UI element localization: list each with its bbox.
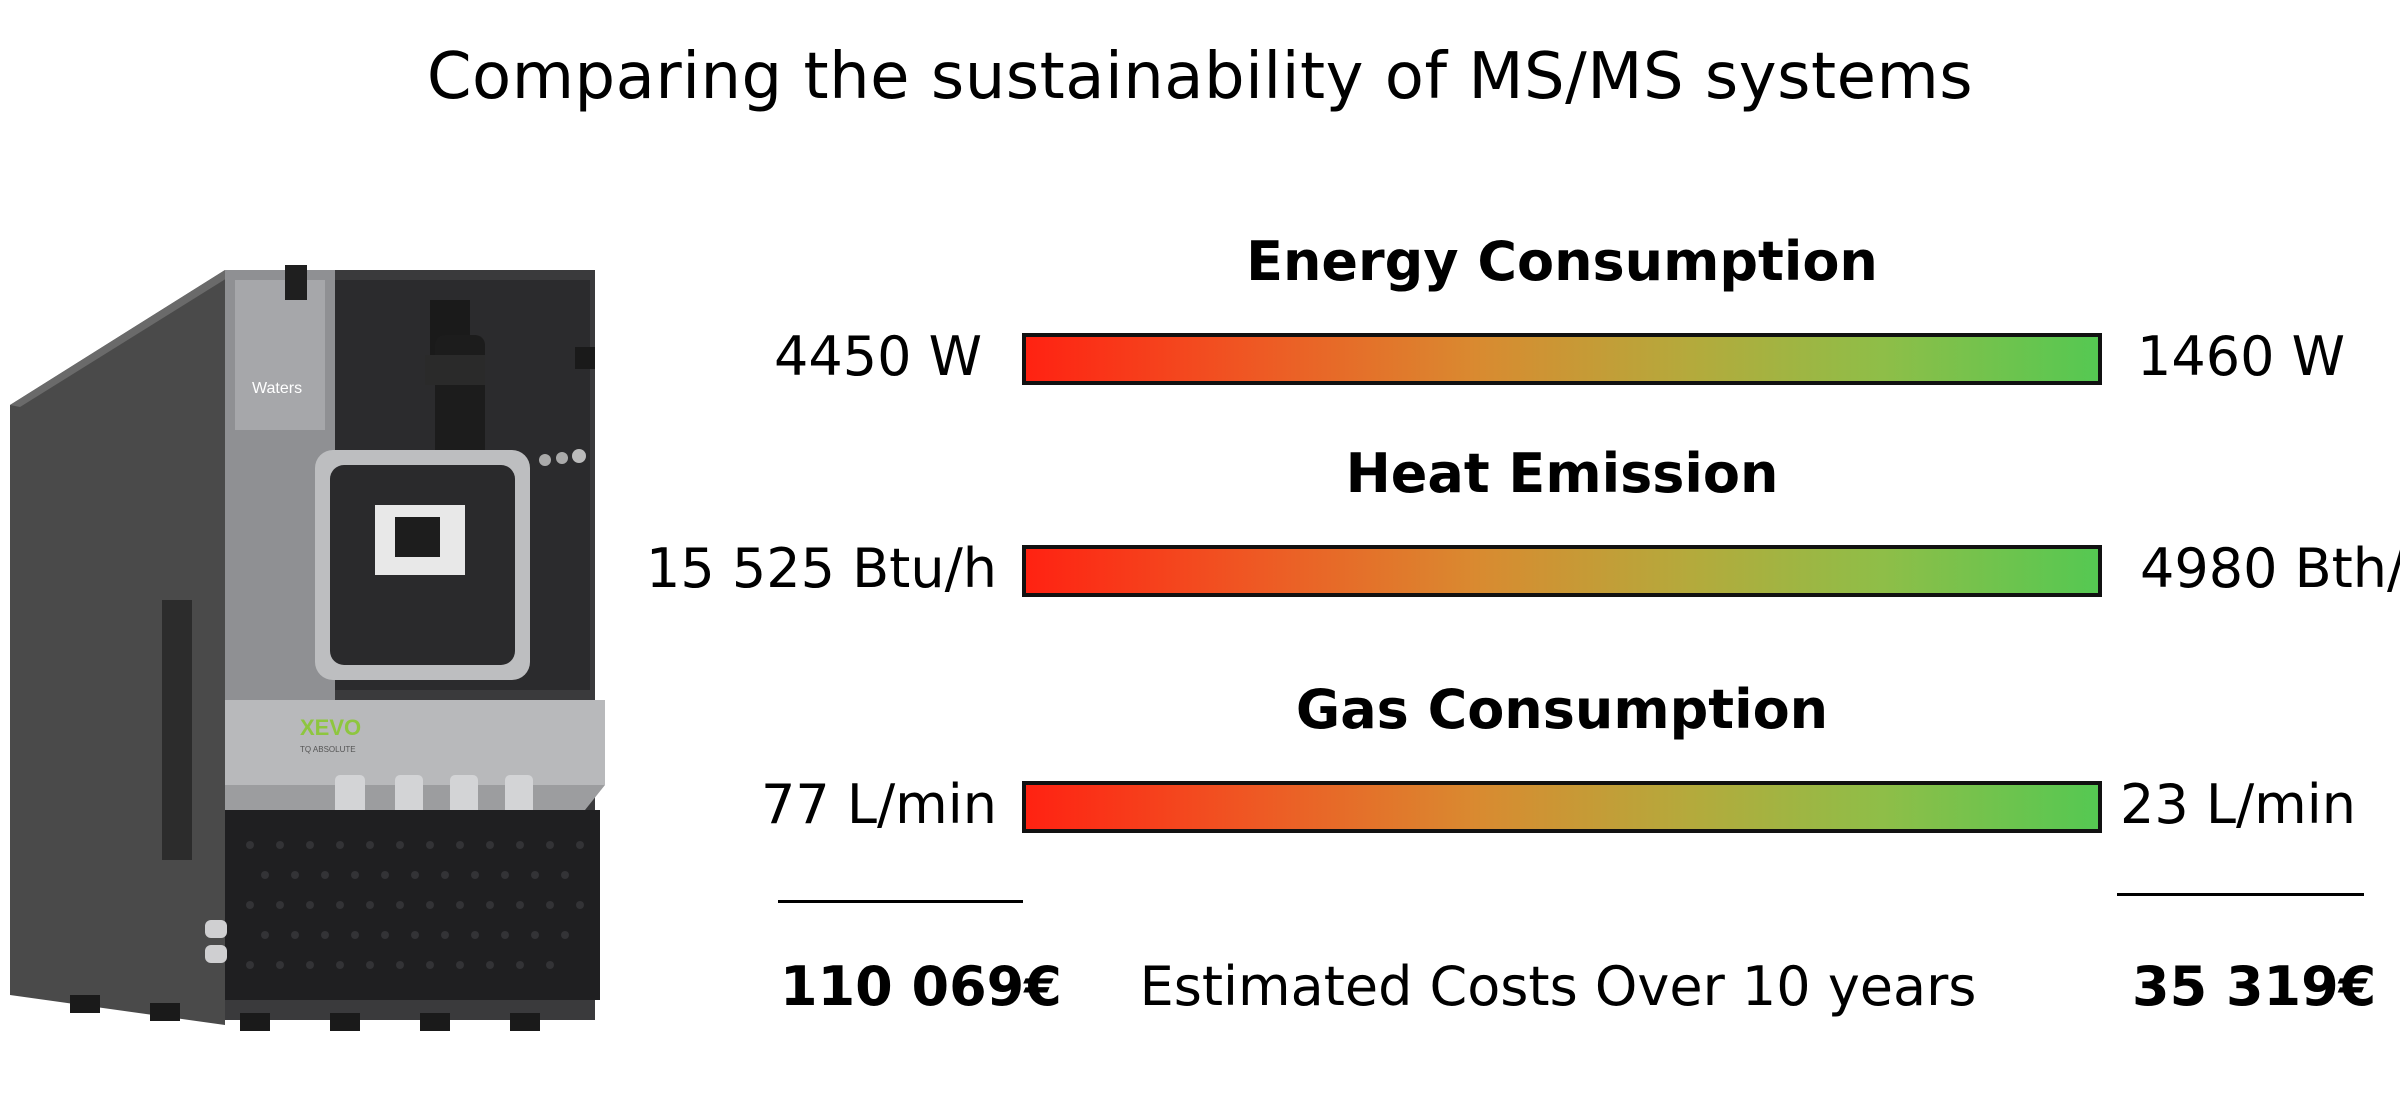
right-divider-rule [2117, 893, 2364, 896]
heat-emission-title: Heat Emission [1345, 442, 1779, 505]
energy-right-value: 1460 W [2137, 325, 2345, 388]
heat-left-value: 15 525 Btu/h [646, 537, 997, 600]
gas-left-value: 77 L/min [761, 773, 997, 836]
estimated-costs-label: Estimated Costs Over 10 years [1139, 955, 1977, 1018]
left-divider-rule [778, 900, 1023, 903]
gas-right-value: 23 L/min [2120, 773, 2356, 836]
left-cost-value: 110 069€ [780, 955, 1062, 1018]
heat-right-value: 4980 Bth/h [2140, 537, 2400, 600]
gas-gradient-bar [1022, 781, 2102, 833]
device-submodel-text: TQ ABSOLUTE [300, 745, 356, 754]
heat-gradient-bar [1022, 545, 2102, 597]
energy-left-value: 4450 W [774, 325, 982, 388]
device-brand-text: Waters [252, 380, 302, 397]
energy-consumption-title: Energy Consumption [1246, 230, 1878, 293]
device-model-text: XEVO [300, 715, 361, 740]
right-cost-value: 35 319€ [2132, 955, 2377, 1018]
slide-title: Comparing the sustainability of MS/MS sy… [426, 40, 1974, 114]
ms-instrument-illustration: Waters XEVO TQ ABSOLUTE [10, 265, 605, 1031]
gas-consumption-title: Gas Consumption [1295, 678, 1829, 741]
energy-gradient-bar [1022, 333, 2102, 385]
